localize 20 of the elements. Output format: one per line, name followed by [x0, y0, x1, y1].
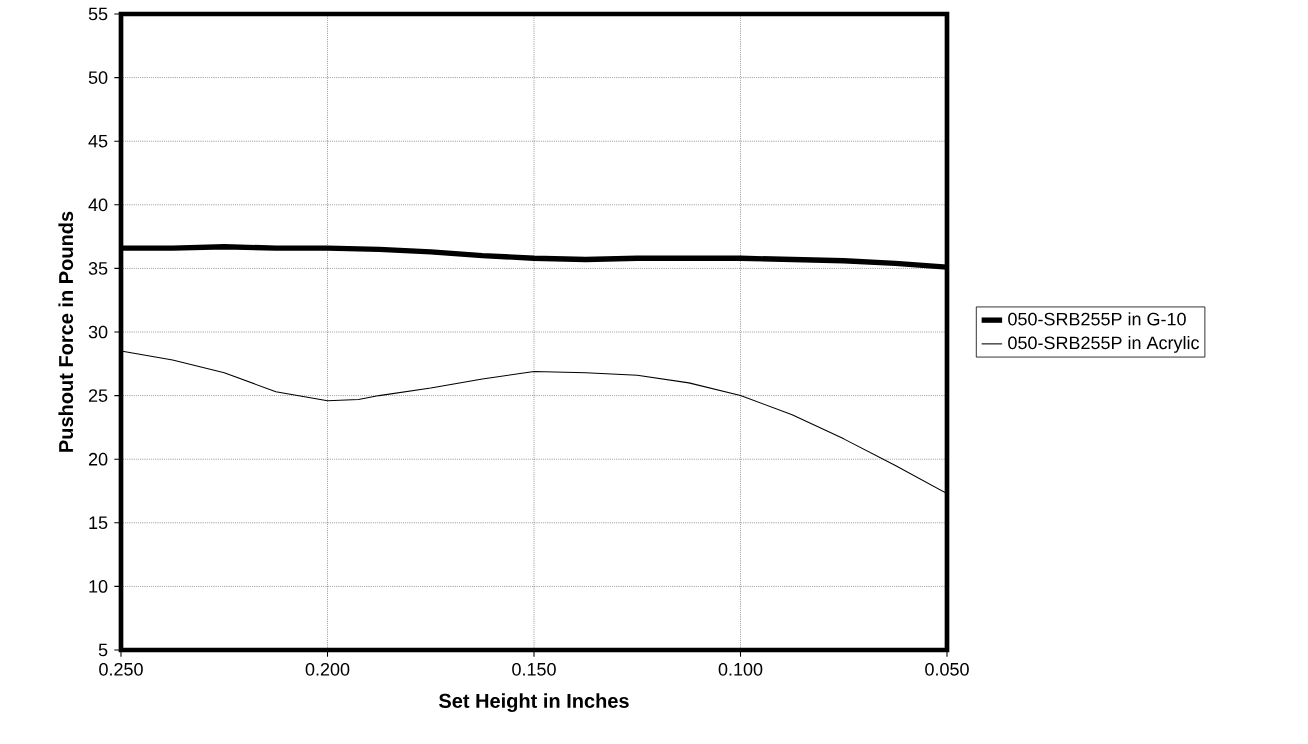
y-tick-label: 35 [88, 262, 108, 275]
x-tick-label: 0.250 [99, 662, 143, 676]
y-tick-label: 45 [88, 134, 108, 148]
y-tick-label: 25 [88, 389, 108, 402]
x-tick-label: 0.150 [512, 662, 556, 676]
y-tick-label: 10 [89, 580, 108, 593]
y-tick-label: 15 [89, 516, 108, 530]
y-axis-title: Pushout Force in Pounds [58, 211, 74, 452]
x-tick-label: 0.200 [305, 662, 350, 676]
y-tick-label: 20 [88, 452, 108, 466]
y-tick-label: 50 [88, 71, 108, 84]
legend-label: 050-SRB255P in G-10 [1008, 312, 1186, 326]
x-tick-label: 0.100 [718, 662, 763, 676]
x-axis-title: Set Height in Inches [439, 693, 629, 713]
y-tick-label: 55 [88, 7, 108, 21]
legend-label: 050-SRB255P in Acrylic [1008, 336, 1200, 353]
y-tick-label: 40 [88, 198, 108, 212]
y-tick-label: 30 [88, 325, 108, 339]
y-tick-label: 5 [98, 643, 108, 657]
x-tick-label: 0.050 [925, 662, 969, 676]
